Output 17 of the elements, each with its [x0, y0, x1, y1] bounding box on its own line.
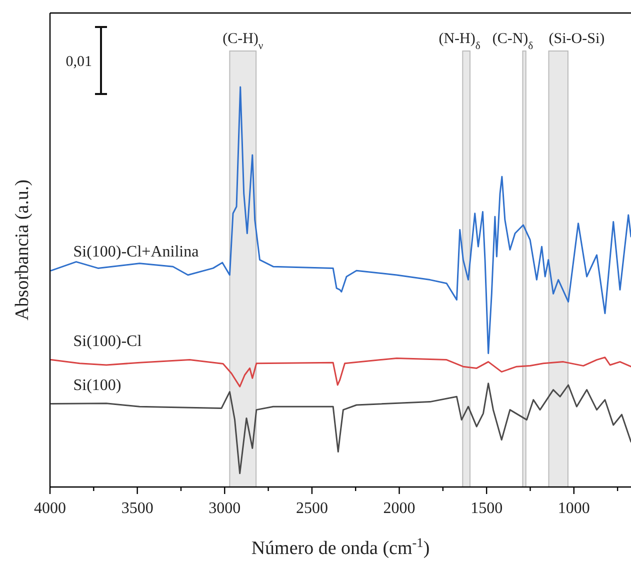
series-label: Si(100)-Cl+Anilina: [73, 244, 199, 261]
x-tick-label: 4000: [34, 500, 66, 517]
x-tick-label: 3000: [208, 500, 241, 517]
x-tick-label: 3500: [121, 500, 154, 517]
band-label: (C-N)$_{δ}$: [492, 31, 534, 52]
series-label: Si(100): [73, 376, 122, 394]
x-axis-title: Número de onda (cm$^{-1}$): [251, 534, 430, 559]
x-tick-label: 1000: [558, 500, 590, 517]
x-tick-label: 1500: [470, 500, 503, 517]
band-label: (C-H)$_{ν}$: [222, 31, 264, 52]
band-label: (N-H)$_{δ}$: [438, 31, 480, 52]
text: 0,01: [66, 54, 92, 70]
band-label: (Si-O-Si): [548, 31, 605, 47]
x-tick-label: 2500: [296, 500, 328, 517]
y-axis-title: Absorbancia (a.u.): [12, 180, 33, 320]
series-label: Si(100)-Cl: [73, 332, 142, 350]
x-tick-label: 2000: [383, 500, 416, 517]
